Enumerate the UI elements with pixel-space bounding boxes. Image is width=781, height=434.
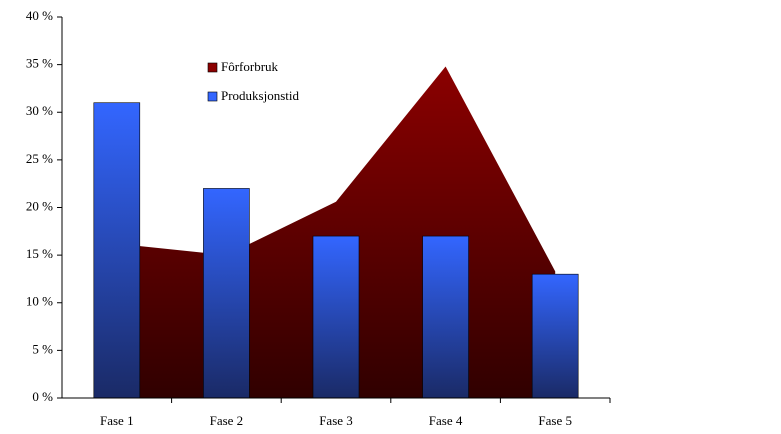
y-tick-label: 15 % <box>26 246 53 261</box>
legend-swatch <box>207 62 218 73</box>
y-tick-label: 5 % <box>32 341 53 356</box>
x-tick-label: Fase 2 <box>210 413 244 428</box>
legend-swatch <box>207 91 218 102</box>
y-tick-label: 30 % <box>26 103 53 118</box>
bar <box>93 102 141 399</box>
x-tick-label: Fase 4 <box>429 413 463 428</box>
bar <box>531 273 579 399</box>
y-tick-label: 0 % <box>32 389 53 404</box>
bar <box>422 235 469 399</box>
bar <box>203 188 250 399</box>
x-tick-label: Fase 5 <box>538 413 572 428</box>
y-tick-label: 40 % <box>26 8 53 23</box>
y-tick-label: 10 % <box>26 294 53 309</box>
legend: Fôrforbruk Produksjonstid <box>207 59 300 103</box>
bar <box>312 235 360 399</box>
y-tick-label: 35 % <box>26 56 53 71</box>
legend-label: Fôrforbruk <box>221 59 279 74</box>
x-tick-label: Fase 1 <box>100 413 134 428</box>
y-tick-label: 20 % <box>26 198 53 213</box>
y-tick-label: 25 % <box>26 151 53 166</box>
legend-label: Produksjonstid <box>221 88 300 103</box>
x-tick-label: Fase 3 <box>319 413 353 428</box>
